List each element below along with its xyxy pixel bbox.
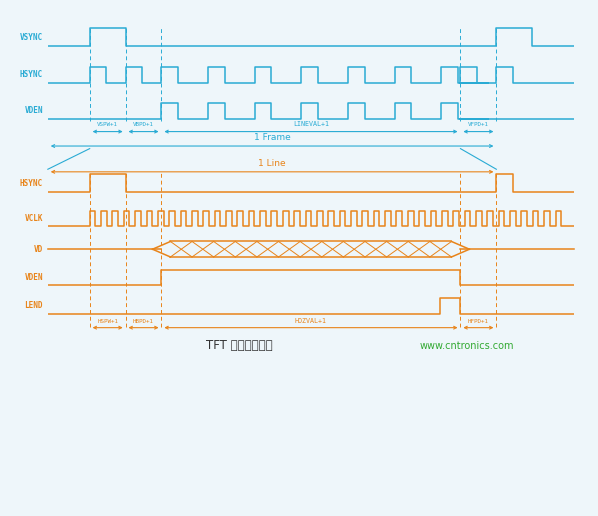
Text: VDEN: VDEN xyxy=(25,273,43,282)
Text: VDEN: VDEN xyxy=(25,106,43,116)
Text: HSYNC: HSYNC xyxy=(20,179,43,188)
Text: VCLK: VCLK xyxy=(25,214,43,223)
Text: HBPD+1: HBPD+1 xyxy=(133,318,154,324)
Text: HOZVAL+1: HOZVAL+1 xyxy=(295,317,327,324)
Text: VSPW+1: VSPW+1 xyxy=(97,122,118,127)
Text: LEND: LEND xyxy=(25,301,43,311)
Text: VSYNC: VSYNC xyxy=(20,33,43,42)
Text: HSPW+1: HSPW+1 xyxy=(97,318,118,324)
Text: 1 Line: 1 Line xyxy=(258,159,286,168)
Text: LINEVAL+1: LINEVAL+1 xyxy=(293,121,329,127)
Text: VD: VD xyxy=(34,245,43,254)
Text: www.cntronics.com: www.cntronics.com xyxy=(419,341,514,351)
Text: TFT 屏工作时序图: TFT 屏工作时序图 xyxy=(206,339,273,352)
Text: VFPD+1: VFPD+1 xyxy=(468,122,489,127)
Text: 1 Frame: 1 Frame xyxy=(254,133,291,142)
Text: HFPD+1: HFPD+1 xyxy=(468,318,489,324)
Text: HSYNC: HSYNC xyxy=(20,70,43,79)
Text: VBPD+1: VBPD+1 xyxy=(133,122,154,127)
